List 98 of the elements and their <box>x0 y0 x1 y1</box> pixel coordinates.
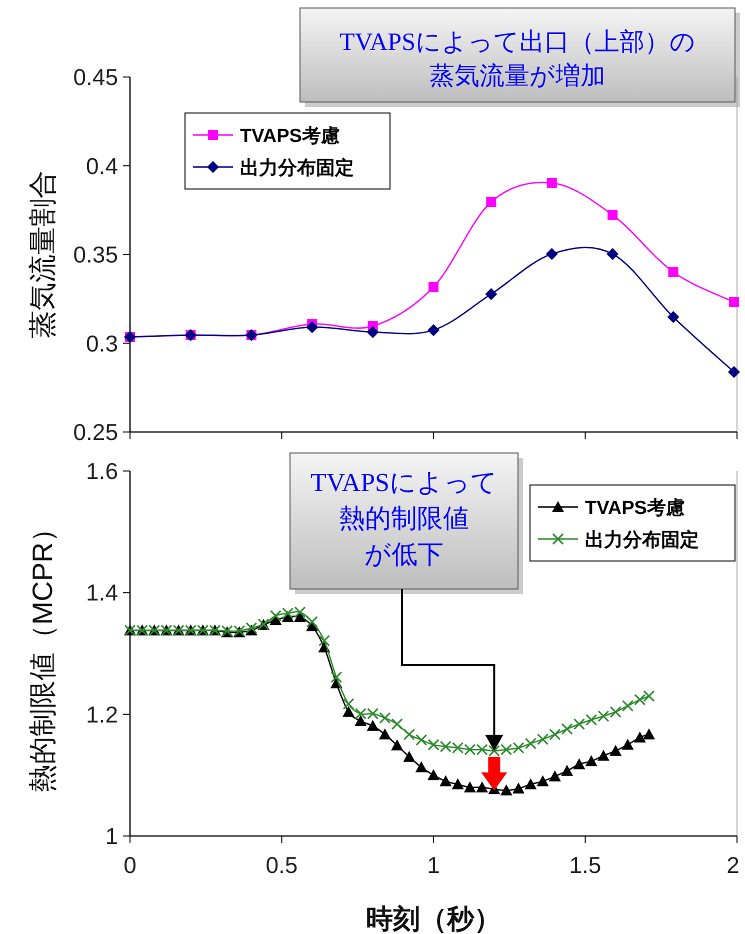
x-tick-label: 1.5 <box>569 852 602 878</box>
annotation: が低下 <box>364 540 444 569</box>
point <box>561 764 574 776</box>
point <box>634 694 646 706</box>
x-tick-label: 2 <box>726 852 740 878</box>
point <box>378 728 391 740</box>
point <box>573 718 585 730</box>
point <box>366 326 379 338</box>
point <box>548 770 561 782</box>
y-tick-label: 0.4 <box>86 152 118 179</box>
legend-label: TVAPS考慮 <box>240 125 340 147</box>
point <box>367 708 379 720</box>
point <box>598 710 610 722</box>
annotation: 熱的制限値 <box>339 504 469 533</box>
point <box>330 671 342 684</box>
legend-label: 出力分布固定 <box>240 157 354 179</box>
point <box>354 715 367 726</box>
legend-label: 出力分布固定 <box>585 529 699 551</box>
point <box>634 731 646 742</box>
point <box>546 178 557 188</box>
annotation: 蒸気流量が増加 <box>430 62 606 90</box>
point <box>485 288 498 300</box>
point <box>342 698 354 710</box>
x-tick-label: 1 <box>427 852 440 878</box>
point <box>642 728 655 740</box>
point <box>306 321 318 334</box>
point <box>546 248 558 260</box>
point <box>667 310 680 323</box>
point <box>610 706 622 718</box>
point <box>668 267 678 278</box>
point <box>524 778 537 790</box>
point <box>452 778 464 790</box>
point <box>403 750 416 762</box>
y-axis-title: 熱的制限値（MCPR） <box>27 514 58 793</box>
x-axis-title: 時刻（秒） <box>366 904 501 934</box>
point <box>282 608 294 620</box>
point <box>597 750 610 761</box>
y-tick-label: 1.2 <box>86 701 118 728</box>
point <box>354 708 366 720</box>
point <box>391 718 403 730</box>
point <box>306 616 318 628</box>
y-tick-label: 0.35 <box>73 242 118 268</box>
point <box>524 738 536 750</box>
point <box>342 706 355 717</box>
point <box>476 781 488 792</box>
point <box>415 761 428 772</box>
point <box>464 781 476 792</box>
point <box>622 738 634 750</box>
y-tick-label: 1.4 <box>86 580 118 606</box>
point <box>270 610 282 622</box>
y-tick-label: 0.25 <box>73 419 118 445</box>
point <box>428 282 438 292</box>
point <box>536 733 549 746</box>
point <box>440 740 452 752</box>
point <box>428 324 440 336</box>
y-axis-title: 蒸気流量割合 <box>27 170 58 338</box>
point <box>573 758 586 770</box>
point <box>512 742 524 754</box>
point <box>622 700 634 712</box>
annotation: TVAPSによって出口（上部）の 蒸気流量が増加 <box>300 8 740 107</box>
x-tick-label: 0.5 <box>266 852 298 878</box>
y-tick-label: 1 <box>105 823 118 849</box>
y-tick-label: 0.3 <box>86 330 118 356</box>
x-tick-label: 0 <box>124 852 136 878</box>
point <box>500 744 512 756</box>
point <box>440 775 452 786</box>
point <box>366 720 379 731</box>
point <box>428 769 440 780</box>
point <box>379 712 391 724</box>
point <box>476 744 488 756</box>
point <box>464 744 476 756</box>
point <box>610 744 622 756</box>
point <box>488 745 500 757</box>
point <box>606 248 619 260</box>
point <box>500 784 512 796</box>
point <box>549 728 561 740</box>
point <box>728 366 740 378</box>
legend-label: TVAPS考慮 <box>585 497 685 519</box>
point <box>608 210 618 220</box>
point <box>318 634 330 647</box>
point <box>536 775 549 786</box>
point <box>585 755 598 766</box>
point <box>486 196 496 207</box>
annotation: TVAPSによって 熱的制限値 が低下 <box>290 452 523 594</box>
point <box>416 734 428 746</box>
y-tick-label: 1.6 <box>86 458 118 484</box>
annotation: TVAPSによって <box>310 468 498 497</box>
point <box>452 742 464 754</box>
point <box>728 297 739 308</box>
point <box>294 606 306 618</box>
point <box>512 782 524 794</box>
point <box>403 728 416 740</box>
point <box>586 714 598 726</box>
point <box>561 723 573 735</box>
point <box>643 690 655 702</box>
point <box>391 739 404 750</box>
point <box>428 738 440 751</box>
y-tick-label: 0.45 <box>73 64 118 90</box>
